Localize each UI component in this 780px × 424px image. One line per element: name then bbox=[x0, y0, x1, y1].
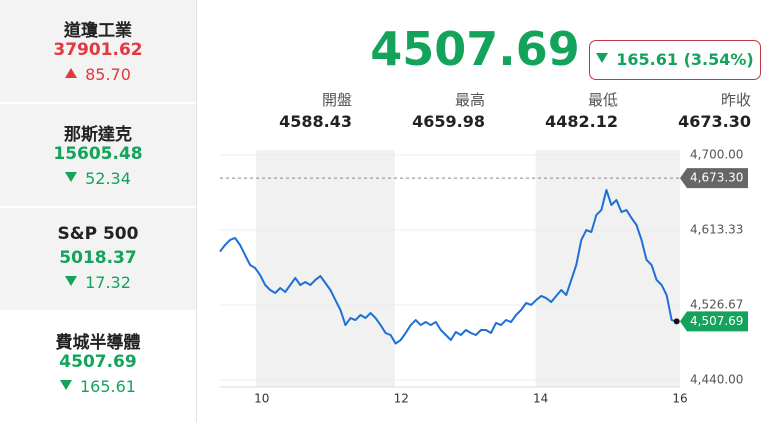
change-value: 85.70 bbox=[85, 65, 131, 84]
stat-label: 開盤 bbox=[321, 91, 352, 109]
x-tick-label: 12 bbox=[394, 392, 409, 406]
index-name: 費城半導體 bbox=[55, 333, 141, 353]
last-value-label: 4,507.69 bbox=[690, 314, 743, 328]
reference-label-box bbox=[680, 168, 748, 189]
index-tile[interactable]: 那斯達克 15605.48 52.34 bbox=[0, 104, 196, 208]
y-tick-label: 4,613.33 bbox=[690, 223, 743, 237]
index-tile[interactable]: S&P 500 5018.37 17.32 bbox=[0, 208, 196, 312]
stat-value: 4588.43 bbox=[279, 112, 352, 131]
x-tick-label: 16 bbox=[672, 392, 687, 406]
y-tick-label: 4,526.67 bbox=[690, 297, 743, 311]
index-name: S&P 500 bbox=[57, 224, 139, 244]
change-arrow bbox=[60, 380, 72, 390]
change-arrow bbox=[65, 172, 78, 182]
stat-label: 昨收 bbox=[720, 91, 751, 109]
last-point bbox=[673, 318, 680, 325]
session-band bbox=[256, 150, 395, 387]
index-change: 165.61 bbox=[0, 377, 196, 396]
index-change: 17.32 bbox=[0, 273, 196, 292]
y-tick-label: 4,440.00 bbox=[690, 373, 743, 387]
change-value: 165.61 bbox=[80, 377, 136, 396]
y-tick-label: 4,700.00 bbox=[690, 148, 743, 162]
index-name: 那斯達克 bbox=[64, 125, 132, 145]
index-change: 52.34 bbox=[0, 169, 196, 188]
stat-value: 4659.98 bbox=[412, 112, 485, 131]
stat-label: 最高 bbox=[454, 91, 485, 109]
index-price: 5018.37 bbox=[59, 248, 137, 268]
current-price: 4507.69 bbox=[370, 22, 580, 76]
x-tick-label: 10 bbox=[254, 392, 269, 406]
index-price: 37901.62 bbox=[53, 40, 143, 60]
change-value: 17.32 bbox=[85, 273, 131, 292]
stat-value: 4673.30 bbox=[678, 112, 751, 131]
index-tile[interactable]: 道瓊工業 37901.62 85.70 bbox=[0, 0, 196, 104]
index-name: 道瓊工業 bbox=[64, 21, 132, 41]
index-price: 15605.48 bbox=[53, 144, 143, 164]
index-tile[interactable]: 費城半導體 4507.69 165.61 bbox=[0, 312, 196, 424]
price-change: 165.61 (3.54%) bbox=[589, 40, 761, 80]
stat-label: 最低 bbox=[587, 91, 618, 109]
x-tick-label: 14 bbox=[533, 392, 548, 406]
last-value-label-box bbox=[680, 311, 748, 332]
index-price: 4507.69 bbox=[59, 352, 137, 372]
change-text: 165.61 (3.54%) bbox=[616, 50, 754, 69]
stat-value: 4482.12 bbox=[545, 112, 618, 131]
change-value: 52.34 bbox=[85, 169, 131, 188]
reference-label: 4,673.30 bbox=[690, 171, 743, 185]
change-arrow bbox=[596, 53, 609, 63]
index-change: 85.70 bbox=[0, 65, 196, 84]
session-band bbox=[535, 150, 680, 387]
change-arrow bbox=[65, 276, 78, 286]
index-list: 道瓊工業 37901.62 85.70 那斯達克 15605.48 52.34 S&P 50… bbox=[0, 0, 197, 424]
price-line bbox=[219, 188, 677, 345]
change-arrow bbox=[65, 68, 78, 78]
